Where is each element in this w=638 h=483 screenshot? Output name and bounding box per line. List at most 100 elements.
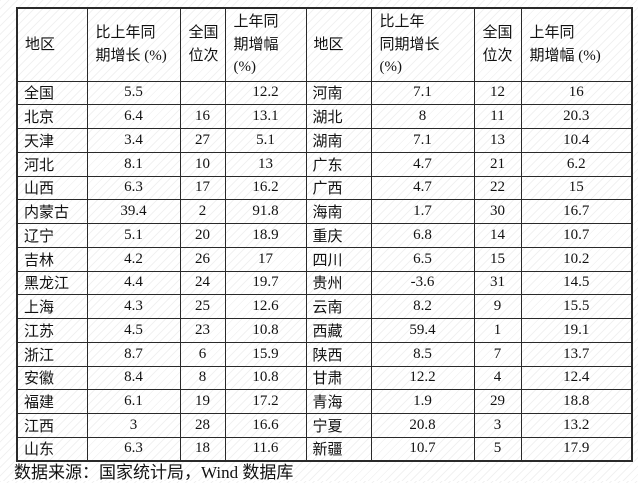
value-cell: 13.7	[520, 341, 633, 367]
value-cell: 19.1	[520, 318, 633, 343]
header-region-left: 地区	[16, 7, 88, 82]
region-cell: 西藏	[305, 318, 372, 343]
value-cell: 15.5	[520, 294, 633, 319]
region-cell: 河南	[305, 80, 372, 106]
value-cell: 29	[473, 389, 522, 414]
table-row: 山东 6.3 18 11.6 新疆 10.7 5 17.9	[16, 436, 633, 462]
value-cell: 6.3	[86, 436, 181, 462]
value-cell: 11.6	[224, 436, 307, 462]
value-cell: 16	[179, 104, 226, 129]
region-cell: 安徽	[16, 365, 88, 391]
table-row: 内蒙古 39.4 2 91.8 海南 1.7 30 16.7	[16, 199, 633, 224]
value-cell: 91.8	[224, 199, 307, 224]
value-cell: 8.5	[370, 341, 475, 367]
value-cell: 21	[473, 151, 522, 177]
header-prev-left: 上年同 期增幅 (%)	[224, 7, 307, 82]
value-cell: 12.4	[520, 365, 633, 391]
value-cell: 4.7	[370, 151, 475, 177]
value-cell: 12.2	[224, 80, 307, 106]
value-cell: 14	[473, 223, 522, 248]
value-cell: 10	[179, 151, 226, 177]
value-cell: 13	[473, 128, 522, 153]
value-cell: 39.4	[86, 199, 181, 224]
table-row: 江苏 4.5 23 10.8 西藏 59.4 1 19.1	[16, 318, 633, 343]
value-cell: 59.4	[370, 318, 475, 343]
value-cell: 6.8	[370, 223, 475, 248]
value-cell: 22	[473, 175, 522, 201]
region-cell: 陕西	[305, 341, 372, 367]
region-cell: 广东	[305, 151, 372, 177]
value-cell: 10.7	[370, 436, 475, 462]
region-cell: 甘肃	[305, 365, 372, 391]
table-row: 全国 5.5 12.2 河南 7.1 12 16	[16, 80, 633, 106]
table-row: 安徽 8.4 8 10.8 甘肃 12.2 4 12.4	[16, 365, 633, 391]
value-cell: 26	[179, 246, 226, 272]
table-header-row: 地区 比上年同 期增长 (%) 全国 位次 上年同 期增幅 (%) 地区 比上年…	[16, 7, 633, 82]
value-cell: 1.9	[370, 389, 475, 414]
value-cell: 7.1	[370, 128, 475, 153]
value-cell: 10.8	[224, 365, 307, 391]
value-cell: 10.2	[520, 246, 633, 272]
header-prev-right: 上年同 期增幅 (%)	[520, 7, 633, 82]
value-cell: 18.8	[520, 389, 633, 414]
region-cell: 海南	[305, 199, 372, 224]
region-cell: 湖北	[305, 104, 372, 129]
value-cell: 14.5	[520, 270, 633, 296]
region-cell: 四川	[305, 246, 372, 272]
value-cell: 8.7	[86, 341, 181, 367]
region-cell: 重庆	[305, 223, 372, 248]
table-row: 江西 3 28 16.6 宁夏 20.8 3 13.2	[16, 413, 633, 438]
value-cell: 11	[473, 104, 522, 129]
value-cell: 28	[179, 413, 226, 438]
value-cell: 20.3	[520, 104, 633, 129]
regional-growth-table: 地区 比上年同 期增长 (%) 全国 位次 上年同 期增幅 (%) 地区 比上年…	[16, 7, 633, 462]
table-row: 山西 6.3 17 16.2 广西 4.7 22 15	[16, 175, 633, 201]
value-cell: 7.1	[370, 80, 475, 106]
value-cell: 7	[473, 341, 522, 367]
value-cell: 6.1	[86, 389, 181, 414]
value-cell: 18.9	[224, 223, 307, 248]
table-row: 黑龙江 4.4 24 19.7 贵州 -3.6 31 14.5	[16, 270, 633, 296]
region-cell: 湖南	[305, 128, 372, 153]
table-body: 全国 5.5 12.2 河南 7.1 12 16 北京 6.4 16 13.1 湖北 8 11 20.3 天津…	[16, 80, 633, 462]
table-row: 上海 4.3 25 12.6 云南 8.2 9 15.5	[16, 294, 633, 319]
table-row: 福建 6.1 19 17.2 青海 1.9 29 18.8	[16, 389, 633, 414]
table-row: 北京 6.4 16 13.1 湖北 8 11 20.3	[16, 104, 633, 129]
value-cell: 5	[473, 436, 522, 462]
value-cell: 6.3	[86, 175, 181, 201]
value-cell: 15.9	[224, 341, 307, 367]
value-cell: 19	[179, 389, 226, 414]
table-row: 河北 8.1 10 13 广东 4.7 21 6.2	[16, 151, 633, 177]
region-cell: 江西	[16, 413, 88, 438]
region-cell: 新疆	[305, 436, 372, 462]
value-cell: 12.6	[224, 294, 307, 319]
value-cell: 16.7	[520, 199, 633, 224]
value-cell: 6.4	[86, 104, 181, 129]
value-cell: 13.2	[520, 413, 633, 438]
value-cell: 10.8	[224, 318, 307, 343]
table-row: 浙江 8.7 6 15.9 陕西 8.5 7 13.7	[16, 341, 633, 367]
region-cell: 内蒙古	[16, 199, 88, 224]
value-cell: 5.1	[86, 223, 181, 248]
value-cell: 27	[179, 128, 226, 153]
region-cell: 上海	[16, 294, 88, 319]
region-cell: 宁夏	[305, 413, 372, 438]
table-row: 辽宁 5.1 20 18.9 重庆 6.8 14 10.7	[16, 223, 633, 248]
value-cell: 5.1	[224, 128, 307, 153]
value-cell: 31	[473, 270, 522, 296]
region-cell: 云南	[305, 294, 372, 319]
value-cell: -3.6	[370, 270, 475, 296]
region-cell: 福建	[16, 389, 88, 414]
value-cell: 8.2	[370, 294, 475, 319]
value-cell: 8.1	[86, 151, 181, 177]
header-region-right: 地区	[305, 7, 372, 82]
region-cell: 浙江	[16, 341, 88, 367]
value-cell: 3	[473, 413, 522, 438]
value-cell: 12.2	[370, 365, 475, 391]
region-cell: 江苏	[16, 318, 88, 343]
value-cell: 4	[473, 365, 522, 391]
region-cell: 北京	[16, 104, 88, 129]
value-cell: 6.5	[370, 246, 475, 272]
value-cell: 4.5	[86, 318, 181, 343]
value-cell: 15	[520, 175, 633, 201]
